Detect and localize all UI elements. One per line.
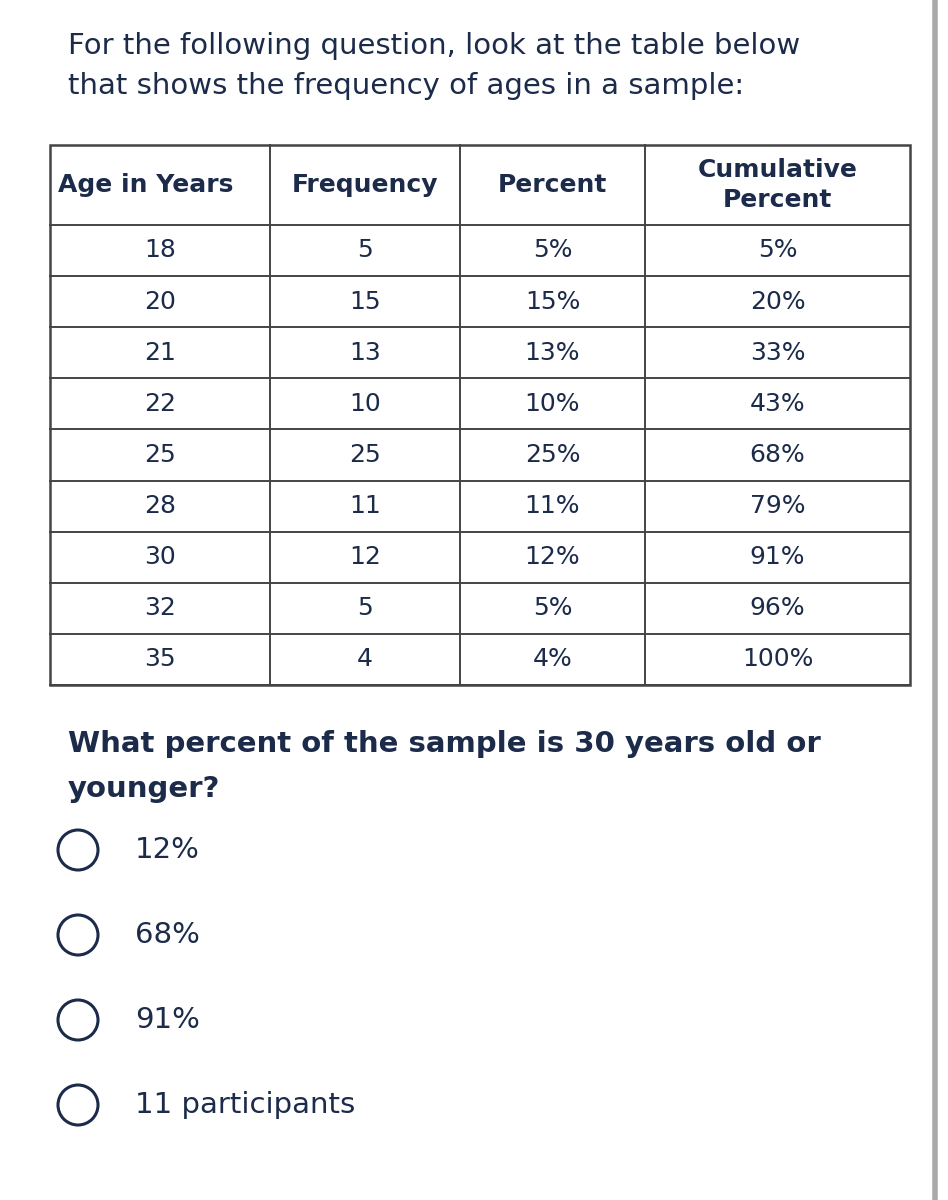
Text: 13%: 13% [525,341,580,365]
Text: that shows the frequency of ages in a sample:: that shows the frequency of ages in a sa… [68,72,744,100]
Text: 22: 22 [144,392,176,416]
Text: 33%: 33% [750,341,805,365]
Bar [50,145,910,685]
Text: 100%: 100% [742,648,813,672]
Text: 20: 20 [144,289,176,313]
Text: Frequency: Frequency [292,173,438,197]
Text: 18: 18 [144,239,176,263]
Text: What percent of the sample is 30 years old or: What percent of the sample is 30 years o… [68,730,821,758]
Text: Cumulative
Percent: Cumulative Percent [698,158,857,212]
Text: 68%: 68% [135,922,200,949]
Text: 12: 12 [349,545,381,569]
Text: 4%: 4% [533,648,573,672]
Text: 13: 13 [349,341,381,365]
Text: 10: 10 [349,392,381,416]
Text: 5%: 5% [533,596,573,620]
Text: 5%: 5% [533,239,573,263]
Text: 11: 11 [349,494,381,518]
Text: 68%: 68% [750,443,806,467]
Text: 79%: 79% [750,494,805,518]
Text: Percent: Percent [498,173,607,197]
Text: 5: 5 [357,596,373,620]
Text: 96%: 96% [750,596,805,620]
Text: For the following question, look at the table below: For the following question, look at the … [68,32,800,60]
Text: 43%: 43% [750,392,805,416]
Text: 32: 32 [144,596,176,620]
Text: 5%: 5% [757,239,797,263]
Text: 11 participants: 11 participants [135,1091,356,1118]
Text: 30: 30 [144,545,176,569]
Text: Age in Years: Age in Years [58,173,233,197]
Text: 25: 25 [349,443,381,467]
Text: 10%: 10% [525,392,580,416]
Text: 25: 25 [144,443,176,467]
Text: 91%: 91% [135,1006,200,1034]
Text: 28: 28 [144,494,176,518]
Text: 12%: 12% [524,545,580,569]
Text: 4: 4 [357,648,373,672]
Text: 25%: 25% [525,443,580,467]
Text: 15: 15 [349,289,381,313]
Text: 12%: 12% [135,836,200,864]
Text: 91%: 91% [750,545,805,569]
Text: 20%: 20% [750,289,805,313]
Text: 35: 35 [144,648,175,672]
Text: 11%: 11% [525,494,580,518]
Text: 21: 21 [144,341,176,365]
Text: 5: 5 [357,239,373,263]
Text: younger?: younger? [68,775,220,803]
Text: 15%: 15% [525,289,580,313]
